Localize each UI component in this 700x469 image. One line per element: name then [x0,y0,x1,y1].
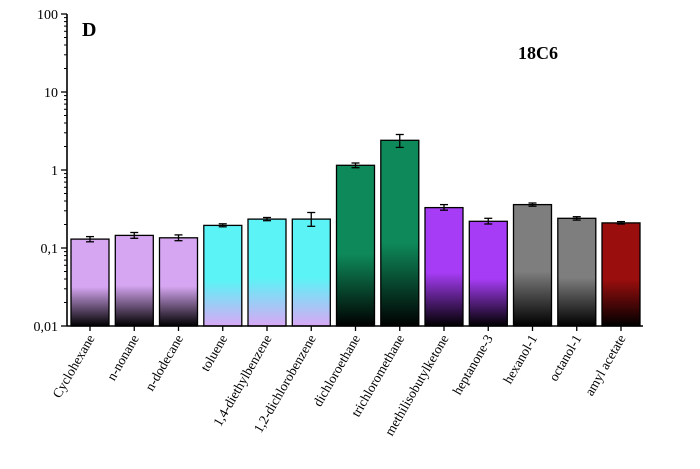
bar-7 [335,164,376,327]
bar-12 [557,217,597,327]
x-tick-label-11: hexanol-1 [500,332,540,386]
y-tick-label: 1 [51,164,58,179]
x-tick-label-2: n-nonane [104,332,142,383]
bar-13 [601,222,641,327]
x-tick-label-1: Cyclohexane [49,332,97,401]
axes-group [61,13,643,331]
bar-11 [512,203,553,327]
bars-group [70,139,641,327]
x-tick-label-12: octanol-1 [546,332,584,384]
x-tick-label-7: dichloroethane [310,332,363,409]
y-tick-labels: 100 10 1 0,1 0,01 [34,8,59,335]
bar-9 [424,206,464,327]
bar-8 [380,139,420,327]
bar-5 [247,218,287,327]
chart-title: 18C6 [518,43,558,63]
x-tick-label-4: toluene [197,332,230,374]
y-tick-label: 10 [44,86,58,101]
y-tick-label: 100 [37,8,58,23]
bar-10 [468,220,508,327]
bar-1 [70,238,110,327]
x-tick-labels: Cyclohexane n-nonane n-dodecane toluene1,4-… [49,332,628,438]
x-tick-label-10: heptanone-3 [449,332,495,397]
panel-label: D [82,19,96,41]
bar-4 [203,224,243,327]
y-tick-label: 0,1 [41,242,59,257]
bar-3 [158,237,199,327]
y-tick-label: 0,01 [34,320,59,335]
bar-6 [291,218,331,327]
x-tick-label-13: amyl acetate [582,332,629,398]
x-tick-label-3: n-dodecane [142,332,186,393]
error-bars-group [86,133,625,243]
bar-2 [114,234,154,327]
